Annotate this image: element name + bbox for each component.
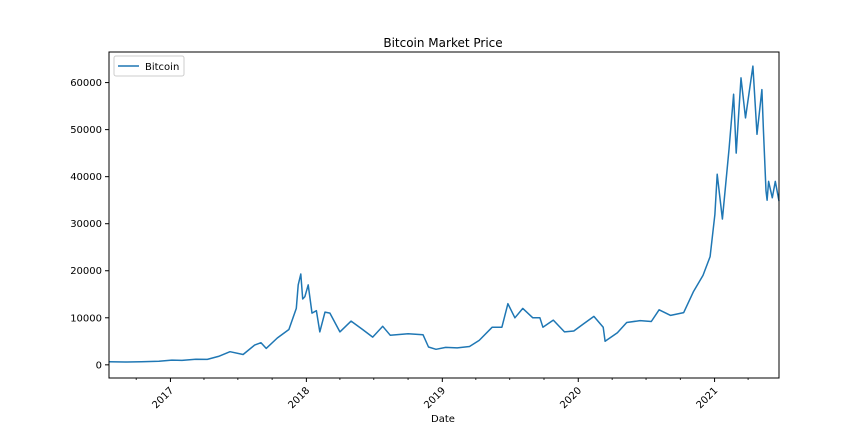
y-tick-label: 50000: [70, 125, 102, 136]
y-tick-label: 30000: [70, 219, 102, 230]
y-tick-label: 60000: [70, 78, 102, 89]
legend: Bitcoin: [113, 55, 185, 77]
x-tick-label: 2017: [151, 385, 177, 411]
legend-label-bitcoin: Bitcoin: [145, 62, 179, 73]
x-axis-title: Date: [431, 414, 455, 425]
y-tick-label: 0: [96, 360, 102, 371]
y-tick-label: 40000: [70, 172, 102, 183]
y-tick-label: 10000: [70, 313, 102, 324]
x-tick-label: 2019: [422, 385, 448, 411]
y-tick-label: 20000: [70, 266, 102, 277]
series-layer: [108, 65, 780, 363]
chart-title: Bitcoin Market Price: [383, 36, 502, 50]
series-line-bitcoin: [108, 65, 780, 363]
plot-area: [109, 52, 779, 378]
x-tick-label: 2018: [286, 385, 312, 411]
x-tick-label: 2021: [695, 385, 721, 411]
x-tick-label: 2020: [558, 385, 584, 411]
plot-frame: [108, 51, 780, 379]
legend-box: [113, 55, 185, 77]
